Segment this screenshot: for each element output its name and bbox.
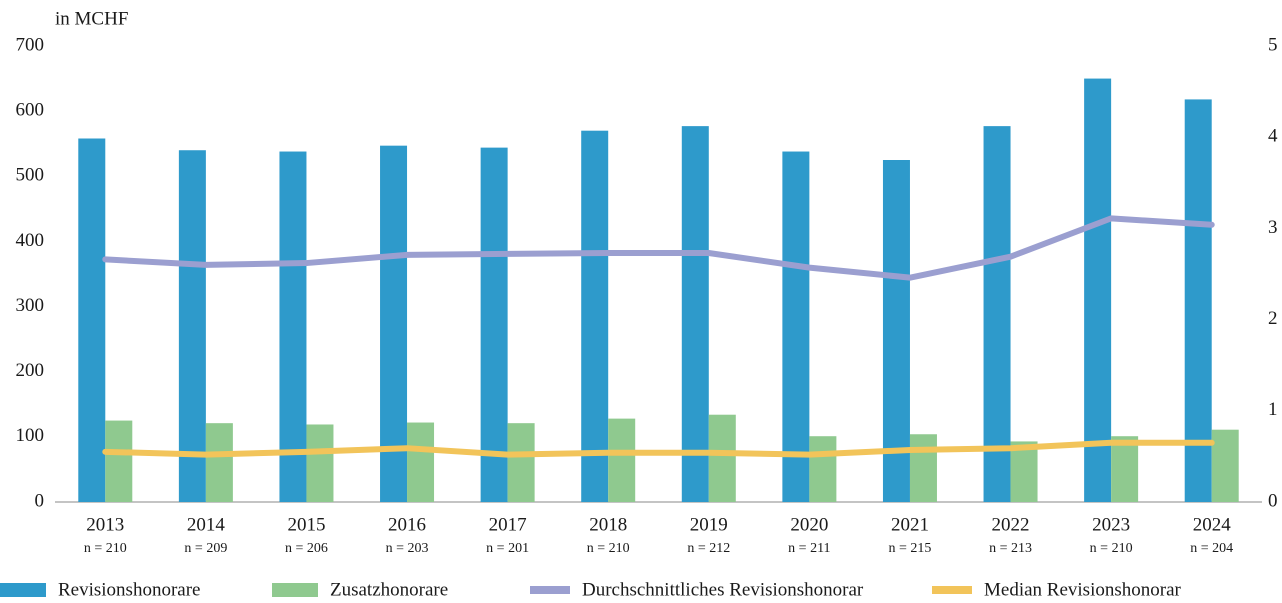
bar (882, 160, 910, 502)
bar (1111, 436, 1139, 502)
x-tick-label: 2022 (992, 514, 1030, 535)
bar (205, 423, 233, 502)
x-tick-label: 2020 (790, 514, 828, 535)
bar (1084, 78, 1112, 503)
x-tick-label: 2013 (86, 514, 124, 535)
legend-swatch (932, 586, 972, 594)
line (102, 439, 1215, 458)
bar (809, 436, 837, 502)
y-tick-label: 700 (16, 34, 45, 55)
x-tick-label: 2024 (1193, 514, 1232, 535)
legend-swatch (272, 583, 318, 597)
x-tick-label: 2015 (287, 514, 325, 535)
sample-size-label: n = 213 (989, 541, 1032, 556)
bar (581, 130, 609, 502)
y2-tick-label: 1 (1268, 399, 1278, 420)
y-tick-label: 200 (16, 360, 45, 381)
y2-tick-label: 0 (1268, 490, 1278, 511)
x-tick-label: 2018 (589, 514, 627, 535)
sample-size-label: n = 204 (1190, 541, 1233, 556)
bar (708, 414, 736, 502)
bar (279, 151, 307, 502)
y-axis-label: in MCHF (55, 8, 128, 29)
bar (480, 147, 508, 502)
y2-tick-label: 4 (1268, 126, 1278, 147)
sample-size-label: n = 210 (1090, 541, 1133, 556)
bar (105, 420, 133, 502)
y-tick-label: 600 (16, 100, 45, 121)
line (102, 215, 1215, 281)
bar (909, 434, 937, 502)
bar (1211, 429, 1239, 502)
bar (306, 424, 334, 502)
x-tick-label: 2016 (388, 514, 426, 535)
y2-tick-label: 2 (1268, 308, 1278, 329)
x-tick-label: 2023 (1092, 514, 1130, 535)
bar (507, 423, 535, 502)
bar (1184, 99, 1212, 502)
bar (78, 138, 106, 502)
x-tick-label: 2017 (489, 514, 527, 535)
bar (681, 126, 709, 502)
y-tick-label: 300 (16, 295, 45, 316)
y2-tick-label: 5 (1268, 34, 1278, 55)
bar (782, 151, 810, 502)
sample-size-label: n = 201 (486, 541, 529, 556)
y2-tick-label: 3 (1268, 217, 1278, 238)
x-tick-label: 2014 (187, 514, 226, 535)
legend-label: Median Revisionshonorar (984, 579, 1182, 600)
legend-label: Zusatzhonorare (330, 579, 448, 600)
sample-size-label: n = 215 (889, 541, 932, 556)
y-tick-label: 400 (16, 230, 45, 251)
y-tick-label: 100 (16, 425, 45, 446)
sample-size-label: n = 210 (84, 541, 127, 556)
bar (407, 422, 435, 502)
sample-size-label: n = 206 (285, 541, 328, 556)
legend-swatch (530, 586, 570, 594)
y-tick-label: 500 (16, 165, 45, 186)
bar (608, 418, 636, 502)
legend-label: Revisionshonorare (58, 579, 200, 600)
x-tick-label: 2019 (690, 514, 728, 535)
bar (1010, 441, 1038, 502)
sample-size-label: n = 210 (587, 541, 630, 556)
bar (178, 150, 206, 502)
legend-swatch (0, 583, 46, 597)
bar (983, 126, 1011, 502)
sample-size-label: n = 211 (788, 541, 830, 556)
bar (380, 145, 408, 502)
legend-label: Durchschnittliches Revisionshonorar (582, 579, 864, 600)
sample-size-label: n = 212 (687, 541, 730, 556)
y-tick-label: 0 (35, 490, 45, 511)
sample-size-label: n = 203 (386, 541, 429, 556)
x-tick-label: 2021 (891, 514, 929, 535)
sample-size-label: n = 209 (184, 541, 227, 556)
